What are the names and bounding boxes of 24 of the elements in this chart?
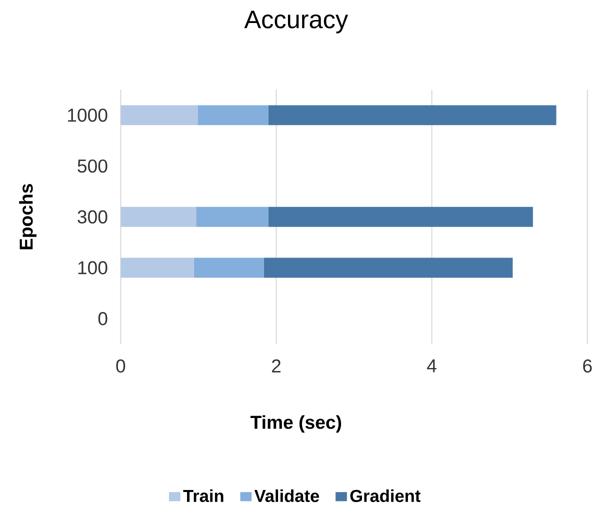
- x-tick-label: 0: [116, 360, 126, 373]
- bar: [196, 207, 268, 228]
- legend-label: Validate: [254, 490, 320, 502]
- y-tick-label: 300: [78, 210, 108, 224]
- x-tick-label: 2: [272, 360, 280, 373]
- legend-label: Gradient: [350, 490, 420, 502]
- y-tick-label: 100: [78, 261, 108, 275]
- bar: [268, 105, 556, 126]
- bar: [198, 105, 268, 126]
- legend-label: Train: [183, 490, 224, 502]
- y-tick-label: 1000: [68, 108, 108, 122]
- bar: [120, 105, 198, 126]
- bar: [194, 258, 264, 278]
- x-axis-title: Time (sec): [250, 415, 342, 433]
- y-axis-title: Epochs: [19, 184, 36, 250]
- y-tick-label: 0: [98, 312, 108, 326]
- chart-title: Accuracy: [244, 10, 348, 34]
- bar: [268, 207, 533, 228]
- y-tick-label: 500: [78, 160, 108, 173]
- bar: [264, 258, 513, 278]
- bar: [120, 258, 194, 278]
- x-tick-label: 6: [583, 360, 592, 373]
- bar: [120, 207, 196, 228]
- x-tick-label: 4: [427, 360, 436, 372]
